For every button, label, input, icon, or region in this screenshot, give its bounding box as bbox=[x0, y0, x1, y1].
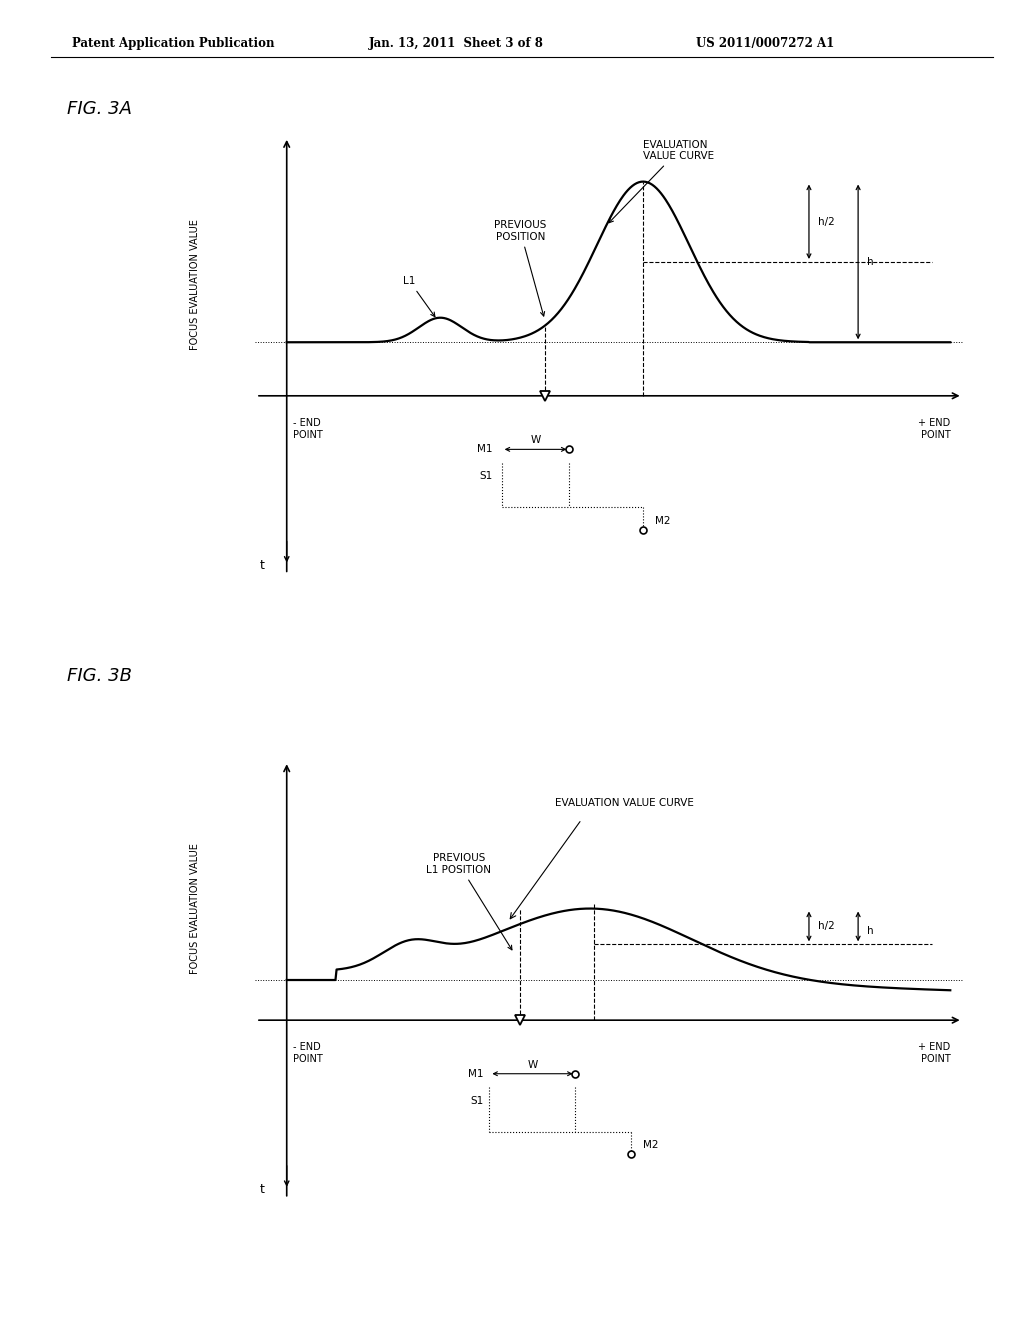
Text: h: h bbox=[867, 925, 873, 936]
Text: S1: S1 bbox=[479, 471, 493, 482]
Text: M2: M2 bbox=[655, 516, 671, 525]
Text: - END
POINT: - END POINT bbox=[293, 1043, 323, 1064]
Text: W: W bbox=[527, 1060, 538, 1069]
Text: t: t bbox=[260, 1183, 264, 1196]
Text: US 2011/0007272 A1: US 2011/0007272 A1 bbox=[696, 37, 835, 50]
Text: FOCUS EVALUATION VALUE: FOCUS EVALUATION VALUE bbox=[189, 219, 200, 350]
Text: Patent Application Publication: Patent Application Publication bbox=[72, 37, 274, 50]
Text: EVALUATION VALUE CURVE: EVALUATION VALUE CURVE bbox=[555, 799, 694, 808]
Text: + END
POINT: + END POINT bbox=[919, 1043, 950, 1064]
Text: S1: S1 bbox=[470, 1096, 483, 1106]
Text: FOCUS EVALUATION VALUE: FOCUS EVALUATION VALUE bbox=[189, 843, 200, 974]
Text: + END
POINT: + END POINT bbox=[919, 418, 950, 440]
Text: PREVIOUS
POSITION: PREVIOUS POSITION bbox=[494, 220, 547, 315]
Text: FIG. 3B: FIG. 3B bbox=[67, 667, 131, 685]
Text: EVALUATION
VALUE CURVE: EVALUATION VALUE CURVE bbox=[609, 140, 714, 223]
Text: PREVIOUS
L1 POSITION: PREVIOUS L1 POSITION bbox=[426, 853, 512, 950]
Text: M1: M1 bbox=[468, 1069, 483, 1078]
Text: t: t bbox=[260, 558, 264, 572]
Text: h/2: h/2 bbox=[818, 216, 835, 227]
Text: - END
POINT: - END POINT bbox=[293, 418, 323, 440]
Text: h/2: h/2 bbox=[818, 921, 835, 932]
Text: FIG. 3A: FIG. 3A bbox=[67, 100, 131, 119]
Text: W: W bbox=[530, 436, 541, 445]
Text: h: h bbox=[867, 257, 873, 267]
Text: L1: L1 bbox=[403, 276, 435, 317]
Text: Jan. 13, 2011  Sheet 3 of 8: Jan. 13, 2011 Sheet 3 of 8 bbox=[369, 37, 544, 50]
Text: M1: M1 bbox=[477, 445, 493, 454]
Text: M2: M2 bbox=[643, 1140, 658, 1150]
